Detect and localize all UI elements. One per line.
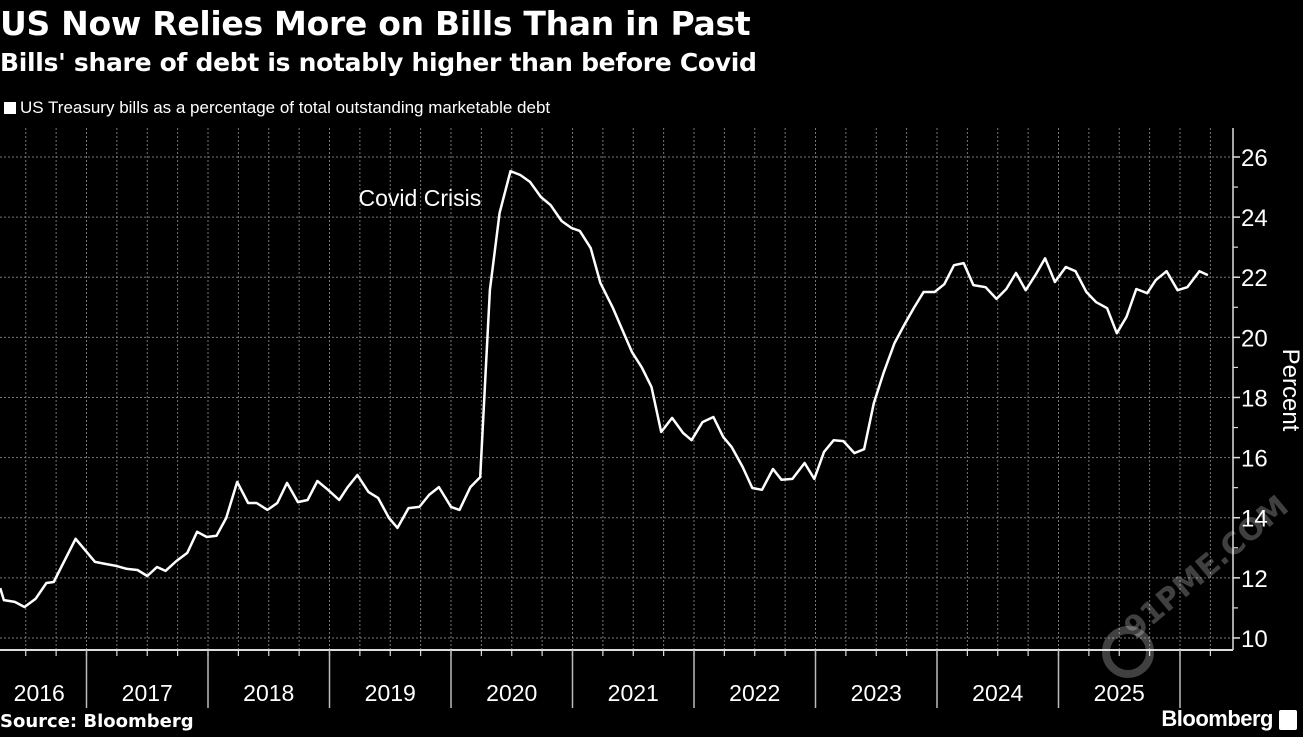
bloomberg-logo: Bloomberg	[1161, 706, 1273, 731]
watermark-logo-icon	[1102, 626, 1154, 678]
legend: US Treasury bills as a percentage of tot…	[4, 98, 550, 118]
x-tick-label: 2016	[14, 680, 65, 706]
legend-swatch	[4, 102, 16, 114]
chart-title: US Now Relies More on Bills Than in Past	[0, 4, 751, 43]
bloomberg-chart-icon	[1279, 710, 1297, 730]
x-tick-label: 2018	[243, 680, 294, 706]
x-tick-label: 2024	[972, 680, 1023, 706]
y-axis-label: Percent	[1277, 349, 1303, 432]
x-tick-label: 2021	[608, 680, 659, 706]
x-tick-label: 2020	[486, 680, 537, 706]
x-tick-label: 2019	[365, 680, 416, 706]
y-tick-label: 20	[1241, 325, 1268, 352]
legend-label: US Treasury bills as a percentage of tot…	[20, 98, 551, 117]
x-tick-label: 2022	[729, 680, 780, 706]
y-tick-label: 10	[1241, 626, 1268, 653]
series-line	[0, 169, 1209, 609]
y-tick-label: 22	[1241, 265, 1268, 292]
x-tick-label: 2025	[1094, 680, 1145, 706]
y-tick-label: 18	[1241, 385, 1268, 412]
y-tick-label: 12	[1241, 566, 1268, 593]
x-tick-label: 2023	[851, 680, 902, 706]
y-tick-label: 26	[1241, 145, 1268, 172]
y-tick-label: 24	[1241, 205, 1268, 232]
y-tick-label: 14	[1241, 506, 1268, 533]
watermark: 91PME.COM	[1118, 489, 1296, 646]
source-note: Source: Bloomberg	[0, 711, 194, 732]
chart-subtitle: Bills' share of debt is notably higher t…	[0, 48, 757, 77]
y-tick-label: 16	[1241, 446, 1268, 473]
x-tick-label: 2017	[122, 680, 173, 706]
annotation-covid-crisis: Covid Crisis	[359, 185, 482, 211]
